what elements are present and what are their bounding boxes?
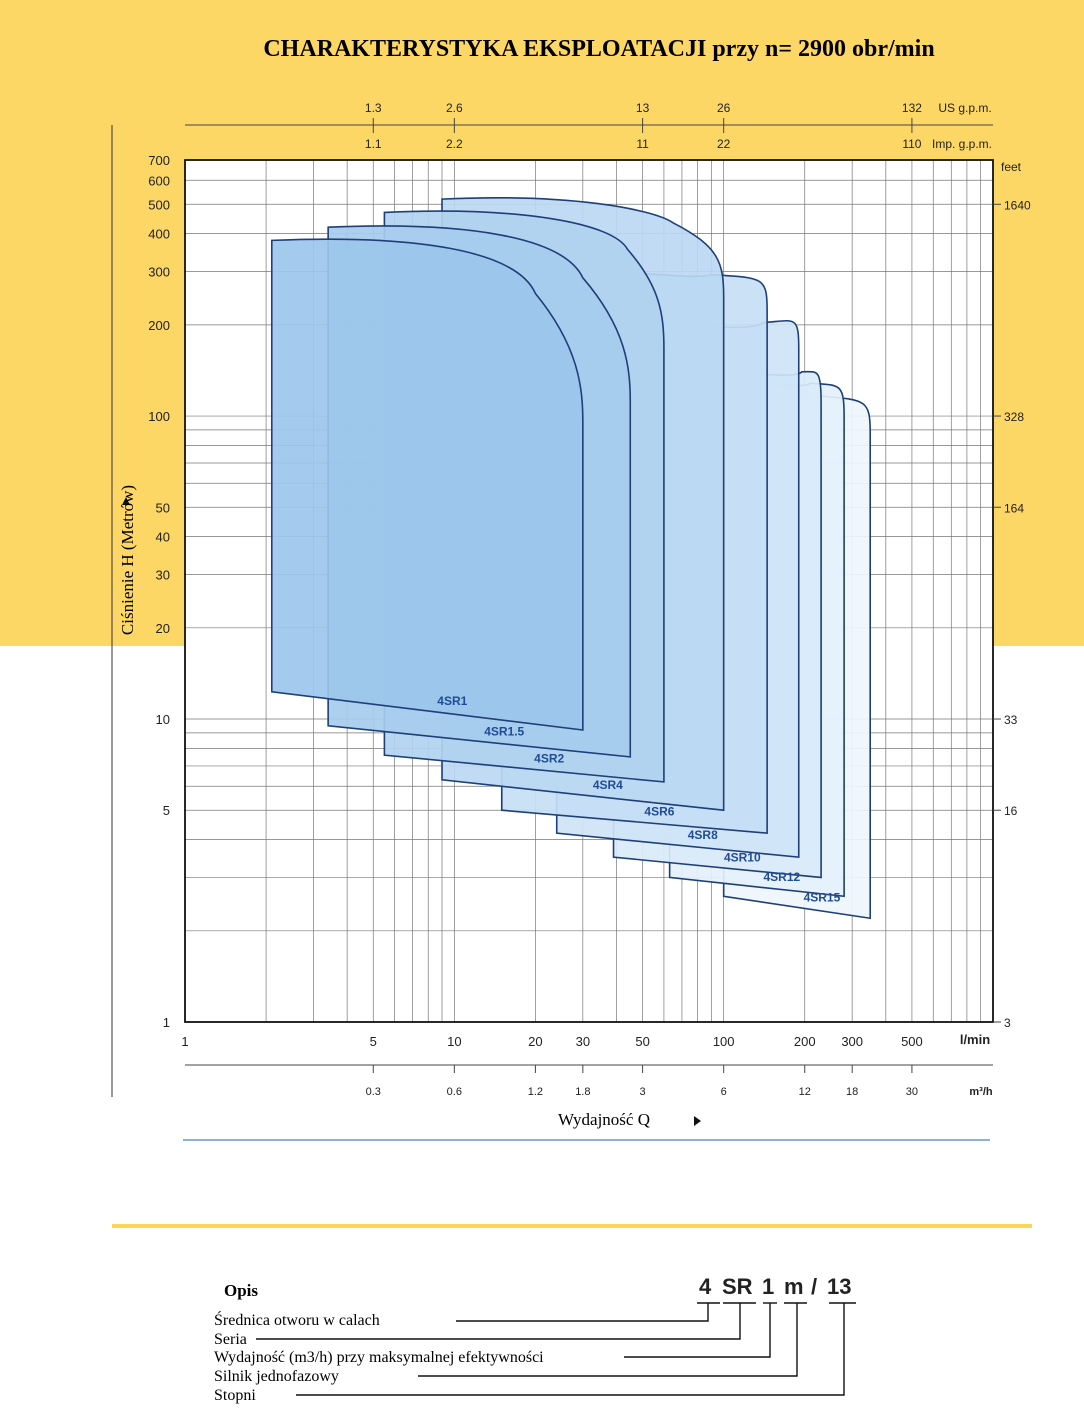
y-axis-arrow-icon — [122, 497, 130, 505]
y-tick-label: 700 — [148, 153, 170, 168]
m3h-unit-label: m³/h — [969, 1086, 993, 1098]
series-label-4sr6: 4SR6 — [644, 805, 674, 819]
us-gpm-unit-label: US g.p.m. — [938, 101, 991, 115]
region-4sr1 — [270, 238, 584, 731]
y-tick-label: 50 — [156, 500, 170, 515]
imp-gpm-unit-label: Imp. g.p.m. — [932, 137, 992, 151]
y-tick-label: 30 — [156, 567, 170, 582]
legend-connector — [256, 1303, 741, 1340]
feet-tick-label: 328 — [1004, 410, 1024, 424]
plot-frame — [184, 159, 994, 1023]
legend-connector — [456, 1303, 709, 1322]
y-tick-label: 300 — [148, 264, 170, 279]
legend-item-motor: Silnik jednofazowy — [214, 1368, 339, 1385]
y-tick-label: 400 — [148, 227, 170, 242]
series-label-4sr8: 4SR8 — [688, 828, 718, 842]
code-part-diameter: 4 — [699, 1274, 712, 1299]
x-tick-label: 5 — [370, 1034, 377, 1049]
series-label-4sr1: 4SR1 — [437, 694, 467, 708]
x-tick-label: 10 — [447, 1034, 461, 1049]
us-gpm-tick-label: 26 — [717, 101, 731, 115]
y-tick-label: 40 — [156, 530, 170, 545]
feet-tick-label: 164 — [1004, 501, 1024, 515]
y-tick-label: 20 — [156, 621, 170, 636]
page-title: CHARAKTERYSTYKA EKSPLOATACJI przy n= 290… — [263, 36, 935, 62]
imp-gpm-tick-label: 22 — [717, 137, 731, 151]
legend-connectors — [256, 1302, 856, 1396]
feet-unit-label: feet — [1001, 160, 1022, 174]
feet-tick-label: 1640 — [1004, 198, 1031, 212]
legend-connector — [296, 1303, 845, 1396]
m3h-tick-label: 12 — [799, 1086, 811, 1098]
x-tick-label: 300 — [841, 1034, 863, 1049]
series-label-4sr12: 4SR12 — [764, 870, 801, 884]
series-label-4sr1-5: 4SR1.5 — [484, 724, 524, 738]
y-tick-label: 100 — [148, 409, 170, 424]
us-gpm-tick-label: 2.6 — [446, 101, 463, 115]
y-tick-label: 1 — [163, 1015, 170, 1030]
code-part-series: SR — [722, 1274, 753, 1299]
code-part-motor: m — [784, 1274, 804, 1299]
feet-tick-label: 33 — [1004, 713, 1018, 727]
series-label-4sr10: 4SR10 — [724, 850, 761, 864]
code-part-stages: 13 — [827, 1274, 852, 1299]
x-unit-label: l/min — [960, 1032, 990, 1047]
x-axis-label: Wydajność Q — [558, 1110, 650, 1129]
legend-item-diameter: Średnica otworu w calach — [214, 1312, 380, 1329]
x-axis-arrow-icon — [694, 1116, 701, 1126]
y-tick-label: 500 — [148, 197, 170, 212]
m3h-tick-label: 0.6 — [447, 1086, 462, 1098]
x-tick-label: 200 — [794, 1034, 816, 1049]
m3h-tick-label: 1.8 — [575, 1086, 590, 1098]
x-tick-label: 100 — [713, 1034, 735, 1049]
m3h-tick-label: 18 — [846, 1086, 858, 1098]
feet-tick-label: 3 — [1004, 1016, 1011, 1030]
y-tick-label: 600 — [148, 173, 170, 188]
m3h-tick-label: 1.2 — [528, 1086, 543, 1098]
m3h-tick-label: 3 — [640, 1086, 646, 1098]
legend-title: Opis — [224, 1281, 259, 1300]
series-label-4sr2: 4SR2 — [534, 752, 564, 766]
x-tick-label: 20 — [528, 1034, 542, 1049]
feet-tick-label: 16 — [1004, 804, 1018, 818]
code-part-slash: / — [811, 1274, 818, 1299]
imp-gpm-tick-label: 2.2 — [446, 137, 463, 151]
us-gpm-tick-label: 132 — [902, 101, 922, 115]
series-label-4sr4: 4SR4 — [593, 778, 623, 792]
legend-connector — [418, 1303, 798, 1377]
m3h-tick-label: 0.3 — [366, 1086, 381, 1098]
legend-connector — [624, 1303, 771, 1358]
x-tick-label: 500 — [901, 1034, 923, 1049]
y-tick-label: 10 — [156, 712, 170, 727]
imp-gpm-tick-label: 11 — [636, 137, 649, 151]
y-tick-label: 200 — [148, 318, 170, 333]
us-gpm-tick-label: 13 — [636, 101, 650, 115]
legend-item-stages: Stopni — [214, 1387, 256, 1404]
code-part-flow: 1 — [762, 1274, 775, 1299]
legend-item-flow: Wydajność (m3/h) przy maksymalnej efekty… — [214, 1349, 544, 1366]
x-tick-label: 30 — [576, 1034, 590, 1049]
x-tick-label: 50 — [635, 1034, 649, 1049]
series-label-4sr15: 4SR15 — [804, 890, 841, 904]
imp-gpm-tick-label: 110 — [902, 137, 921, 151]
m3h-tick-label: 30 — [906, 1086, 918, 1098]
y-tick-label: 5 — [163, 803, 170, 818]
imp-gpm-tick-label: 1.1 — [365, 137, 382, 151]
us-gpm-tick-label: 1.3 — [365, 101, 382, 115]
legend-item-series: Seria — [214, 1331, 247, 1348]
m3h-tick-label: 6 — [721, 1086, 727, 1098]
x-tick-label: 1 — [181, 1034, 188, 1049]
y-axis-label: Ciśnienie H (Metrów) — [118, 484, 137, 636]
